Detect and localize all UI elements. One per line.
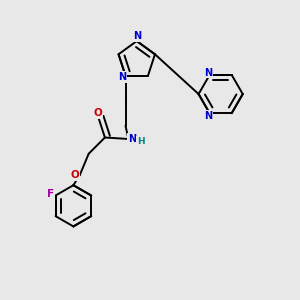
- Text: N: N: [118, 72, 126, 82]
- Text: H: H: [137, 137, 145, 146]
- Text: N: N: [204, 110, 212, 121]
- Text: N: N: [134, 31, 142, 41]
- Text: O: O: [93, 108, 102, 118]
- Text: N: N: [128, 134, 136, 144]
- Text: N: N: [204, 68, 212, 78]
- Text: F: F: [47, 189, 54, 199]
- Text: O: O: [70, 170, 79, 180]
